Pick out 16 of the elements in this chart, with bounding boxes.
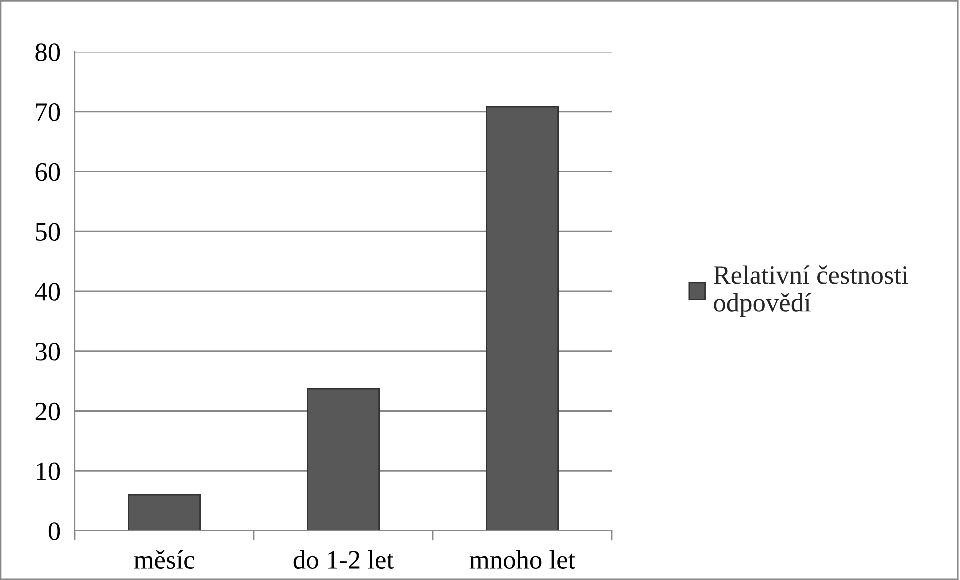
y-tick-label: 50 [36,223,60,242]
y-tick-label: 10 [37,462,60,481]
y-tick-label: 60 [36,163,60,182]
x-tick-label: mnoho let [470,550,576,570]
bar [128,494,201,531]
legend-label: Relativní čestnosti odpovědí [714,266,908,318]
x-tick-label: do 1-2 let [294,550,394,570]
bar [307,388,380,531]
y-tick-label: 0 [48,522,60,540]
y-tick-label: 20 [36,402,60,421]
y-tick-label: 40 [35,283,60,301]
y-tick-label: 70 [36,103,60,122]
y-tick-label: 30 [36,342,60,361]
bar [486,106,559,531]
x-tick-label: měsíc [134,550,194,570]
y-tick-label: 80 [36,44,60,62]
